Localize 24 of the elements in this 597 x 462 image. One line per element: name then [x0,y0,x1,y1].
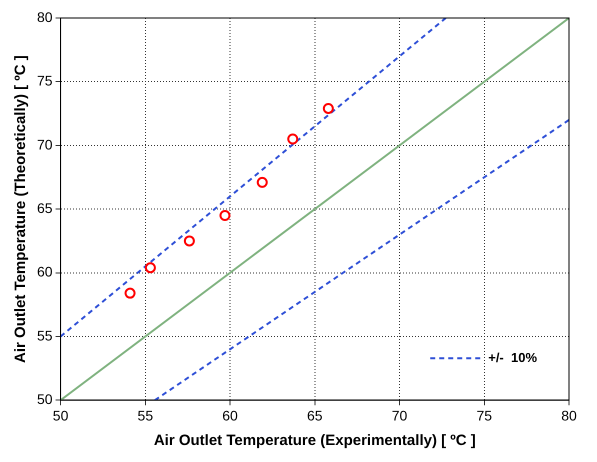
x-tick-label: 70 [392,407,408,424]
point [219,210,230,221]
point [256,176,268,188]
x-tick-label: 60 [222,407,238,424]
y-tick-label: 60 [36,264,53,280]
y-tick-label: 70 [36,136,53,152]
point [287,134,298,145]
x-tick-label: 80 [561,407,577,424]
x-tick-label: 50 [52,407,69,424]
y-axis-title: Air Outlet Temperature (Theoretically) [ ºC ] [12,55,30,363]
legend-label: +/- 10% [488,350,538,365]
y-tick-label: 50 [36,391,53,408]
point [322,102,334,114]
y-tick-label: 80 [36,8,53,25]
point [124,288,136,299]
x-axis-title: Air Outlet Temperature (Experimentally) [ ºC ] [154,432,476,450]
x-tick-label: 65 [306,407,323,424]
x-tick-label: 75 [476,407,492,424]
point [144,262,156,274]
y-tick-label: 65 [36,200,53,216]
x-tick-label: 55 [138,407,154,424]
y-tick-label: 75 [36,72,53,89]
y-tick-label: 55 [36,327,53,344]
point [184,235,195,246]
